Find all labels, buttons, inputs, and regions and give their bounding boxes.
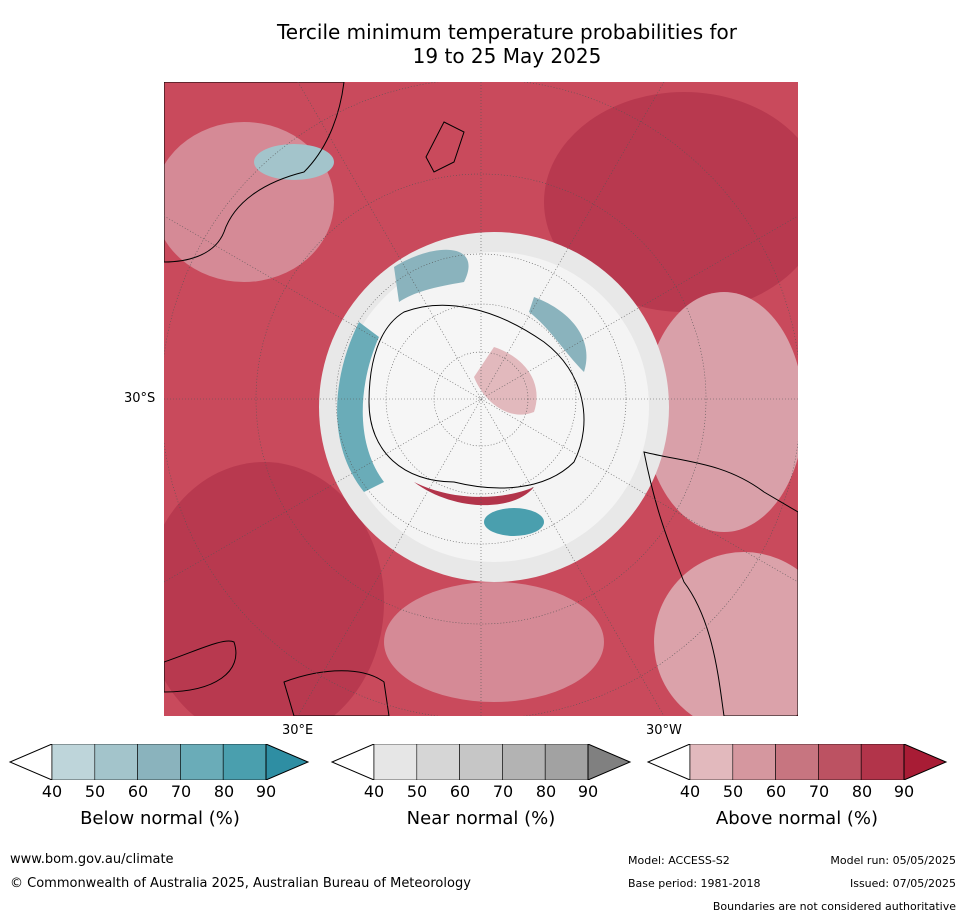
south-america-coast xyxy=(643,451,798,716)
disclaimer-text: Boundaries are not considered authoritat… xyxy=(712,900,956,913)
africa-coast xyxy=(164,640,237,693)
tick-label: 70 xyxy=(170,782,192,801)
copyright-text: © Commonwealth of Australia 2025, Austra… xyxy=(10,876,471,891)
colorbar-above-cell xyxy=(689,744,734,780)
colorbar-below-cell xyxy=(51,744,96,780)
tick-label: 50 xyxy=(406,782,428,801)
tick-label: 60 xyxy=(765,782,787,801)
region-above-ross xyxy=(414,482,534,506)
colorbar-above-label: Above normal (%) xyxy=(715,808,879,829)
tick-label: 40 xyxy=(41,782,63,801)
region-below-west xyxy=(337,322,384,492)
tick-label: 80 xyxy=(213,782,235,801)
tick-label: 70 xyxy=(492,782,514,801)
graticule xyxy=(164,82,798,716)
region-above-light-s xyxy=(384,582,604,702)
tick-label: 90 xyxy=(255,782,277,801)
map-canvas xyxy=(164,82,798,716)
lon-label-30w: 30°W xyxy=(646,723,682,738)
tick-label: 80 xyxy=(535,782,557,801)
tick-label: 90 xyxy=(577,782,599,801)
southern-africa-coast xyxy=(283,670,390,716)
colorbar-near-high-extend xyxy=(587,744,632,780)
colorbar-near xyxy=(330,744,632,780)
tick-label: 50 xyxy=(84,782,106,801)
colorbar-below-label: Below normal (%) xyxy=(80,808,240,829)
region-above-light-se xyxy=(654,552,798,716)
region-below-northeast xyxy=(529,297,587,372)
region-above-high-ne xyxy=(544,92,798,312)
colorbar-above-low-extend xyxy=(646,744,691,780)
probability-map xyxy=(164,82,798,716)
tick-label: 60 xyxy=(449,782,471,801)
colorbar-above-cell xyxy=(818,744,862,780)
colorbar-near-cell xyxy=(544,744,589,780)
colorbar-near-cell xyxy=(459,744,503,780)
model-run-text: Model run: 05/05/2025 xyxy=(830,854,956,867)
tick-label: 70 xyxy=(808,782,830,801)
graticule-meridian-6 xyxy=(297,82,665,716)
colorbar-above-cell xyxy=(775,744,819,780)
tick-label: 80 xyxy=(851,782,873,801)
region-below-north xyxy=(394,249,469,302)
new-zealand-coast xyxy=(425,121,465,173)
colorbar-above-cell xyxy=(860,744,905,780)
colorbar-below-high-extend xyxy=(265,744,310,780)
tick-label: 40 xyxy=(679,782,701,801)
region-below-south xyxy=(484,508,544,536)
region-below-australia xyxy=(254,144,334,180)
tick-label: 90 xyxy=(893,782,915,801)
colorbar-above xyxy=(646,744,948,780)
region-above-high-sw xyxy=(164,462,384,716)
title-line-2: 19 to 25 May 2025 xyxy=(412,44,602,68)
lat-label-30s: 30°S xyxy=(124,391,156,406)
tick-label: 50 xyxy=(722,782,744,801)
colorbar-above-high-extend xyxy=(903,744,948,780)
colorbar-below-cell xyxy=(222,744,267,780)
issued-text: Issued: 07/05/2025 xyxy=(849,877,956,890)
australia-coast xyxy=(164,82,345,263)
title-line-1: Tercile minimum temperature probabilitie… xyxy=(276,20,738,44)
website-link[interactable]: www.bom.gov.au/climate xyxy=(10,852,174,867)
colorbar-above-cell xyxy=(732,744,776,780)
colorbar-near-cell xyxy=(416,744,460,780)
lon-label-30e: 30°E xyxy=(282,723,314,738)
base-period-text: Base period: 1981-2018 xyxy=(628,877,761,890)
colorbar-below-cells xyxy=(51,744,267,780)
tick-label: 40 xyxy=(363,782,385,801)
map-title: Tercile minimum temperature probabilitie… xyxy=(0,20,965,68)
model-text: Model: ACCESS-S2 xyxy=(628,854,730,867)
colorbar-below xyxy=(8,744,310,780)
colorbar-near-cells xyxy=(373,744,589,780)
colorbar-below-cell xyxy=(180,744,224,780)
colorbar-near-cell xyxy=(373,744,418,780)
graticule-circle-4 xyxy=(255,173,707,625)
colorbar-near-cell xyxy=(502,744,546,780)
tick-label: 60 xyxy=(127,782,149,801)
colorbar-below-cell xyxy=(94,744,138,780)
colorbar-below-cell xyxy=(137,744,181,780)
colorbar-near-low-extend xyxy=(330,744,375,780)
region-above-antarctica xyxy=(474,347,537,415)
region-above-light-e xyxy=(644,292,798,532)
colorbar-near-label: Near normal (%) xyxy=(406,808,556,829)
colorbar-above-cells xyxy=(689,744,905,780)
colorbar-below-low-extend xyxy=(8,744,53,780)
